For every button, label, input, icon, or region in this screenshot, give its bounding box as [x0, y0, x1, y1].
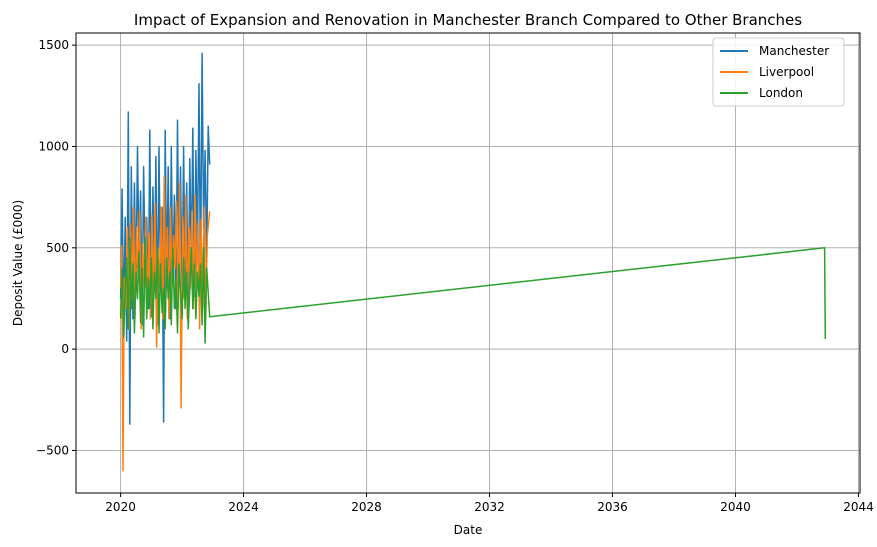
y-tick-label: 1000: [38, 139, 69, 153]
x-tick-label: 2036: [597, 500, 628, 514]
y-tick-label: 500: [46, 241, 69, 255]
series-lines: [119, 52, 827, 472]
x-tick-label: 2032: [474, 500, 505, 514]
x-tick-label: 2024: [228, 500, 259, 514]
series-line-london: [119, 236, 827, 344]
legend-label-london: London: [759, 86, 803, 100]
legend-label-manchester: Manchester: [759, 44, 829, 58]
chart-title: Impact of Expansion and Renovation in Ma…: [134, 11, 802, 29]
x-axis-label: Date: [454, 523, 483, 537]
x-tick-label: 2040: [720, 500, 751, 514]
grid-lines: [76, 33, 860, 493]
x-tick-label: 2028: [351, 500, 382, 514]
legend-box: [712, 37, 845, 107]
y-tick-label: −500: [36, 443, 69, 457]
x-axis-ticks: 2020 2024 2028 2032 2036 2040 2044: [105, 493, 874, 514]
plot-frame: [75, 32, 861, 494]
x-tick-label: 2020: [105, 500, 136, 514]
y-axis-ticks: −500 0 500 1000 1500: [36, 38, 76, 457]
legend-label-liverpool: Liverpool: [759, 65, 814, 79]
y-axis-label: Deposit Value (£000): [11, 200, 25, 326]
y-tick-label: 1500: [38, 38, 69, 52]
y-tick-label: 0: [61, 342, 69, 356]
legend: Manchester Liverpool London: [712, 37, 845, 107]
x-tick-label: 2044: [843, 500, 874, 514]
